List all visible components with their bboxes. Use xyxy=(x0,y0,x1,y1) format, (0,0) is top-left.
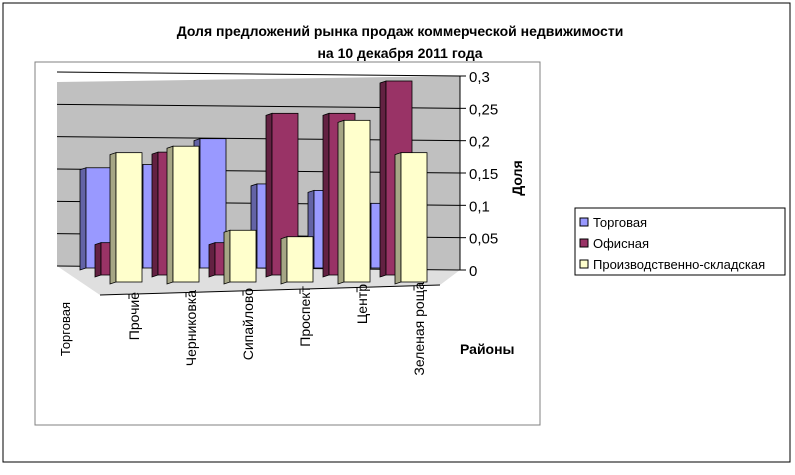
legend-swatch xyxy=(579,259,589,269)
chart-subtitle: на 10 декабря 2011 года xyxy=(317,45,482,61)
bar-face xyxy=(172,145,200,283)
bar-side xyxy=(223,229,231,285)
y-tick-label: 0,1 xyxy=(469,198,490,215)
bar-side xyxy=(79,167,87,271)
bar-face xyxy=(286,236,314,283)
series-axis-label: Торговая xyxy=(58,302,73,356)
plot-area xyxy=(34,61,541,426)
bar-side xyxy=(94,242,102,278)
legend-swatch xyxy=(579,238,589,248)
y-tick-label: 0,2 xyxy=(469,134,490,151)
bar-side xyxy=(337,119,345,285)
legend-swatch xyxy=(579,217,589,227)
bar-side xyxy=(394,152,402,285)
chart-title: Доля предложений рынка продаж коммерческ… xyxy=(177,23,624,39)
x-tick-label: Центр xyxy=(354,284,370,324)
x-tick-label: Черниковка xyxy=(183,290,199,366)
x-axis-title: Районы xyxy=(460,341,515,357)
y-tick-label: 0 xyxy=(469,263,477,280)
x-tick-label: Проспект xyxy=(297,285,313,346)
y-tick-label: 0,15 xyxy=(469,166,498,183)
legend-label: Офисная xyxy=(593,236,649,251)
bar-face xyxy=(400,152,428,283)
bar-side xyxy=(322,112,330,278)
x-axis-line xyxy=(99,284,441,296)
bar-side xyxy=(208,242,216,278)
bar-Производственно-складская-Сипайлово xyxy=(223,229,257,285)
bar-face xyxy=(343,119,371,283)
y-tick-label: 0,3 xyxy=(469,69,490,86)
bar-Производственно-складская-Центр xyxy=(337,119,371,285)
x-tick-label: Сипайлово xyxy=(240,288,256,361)
bar-side xyxy=(151,151,159,278)
bar-face xyxy=(115,152,143,283)
y-tick-label: 0,05 xyxy=(469,231,498,248)
x-tick-label: Прочие xyxy=(126,292,142,340)
bar-side xyxy=(265,112,273,278)
bar-side xyxy=(166,145,174,285)
bar-Производственно-складская-Черниковка xyxy=(166,145,200,285)
gridline xyxy=(56,71,461,77)
bar-Производственно-складская-Зеленая роща xyxy=(394,152,428,285)
legend: Торговая Офисная Производственно-складская xyxy=(574,207,786,276)
y-tick-label: 0,25 xyxy=(469,101,498,118)
bar-Производственно-складская-Прочие xyxy=(109,152,143,285)
bar-side xyxy=(109,152,117,285)
legend-label: Производственно-складская xyxy=(593,257,765,272)
legend-label: Торговая xyxy=(593,215,647,230)
bar-Производственно-складская-Проспект xyxy=(280,236,314,285)
bar-side xyxy=(379,80,387,278)
bar-side xyxy=(280,236,288,285)
bar-face xyxy=(229,229,257,283)
x-tick-label: Зеленая роща xyxy=(411,282,427,376)
y-axis-title: Доля xyxy=(509,160,525,195)
